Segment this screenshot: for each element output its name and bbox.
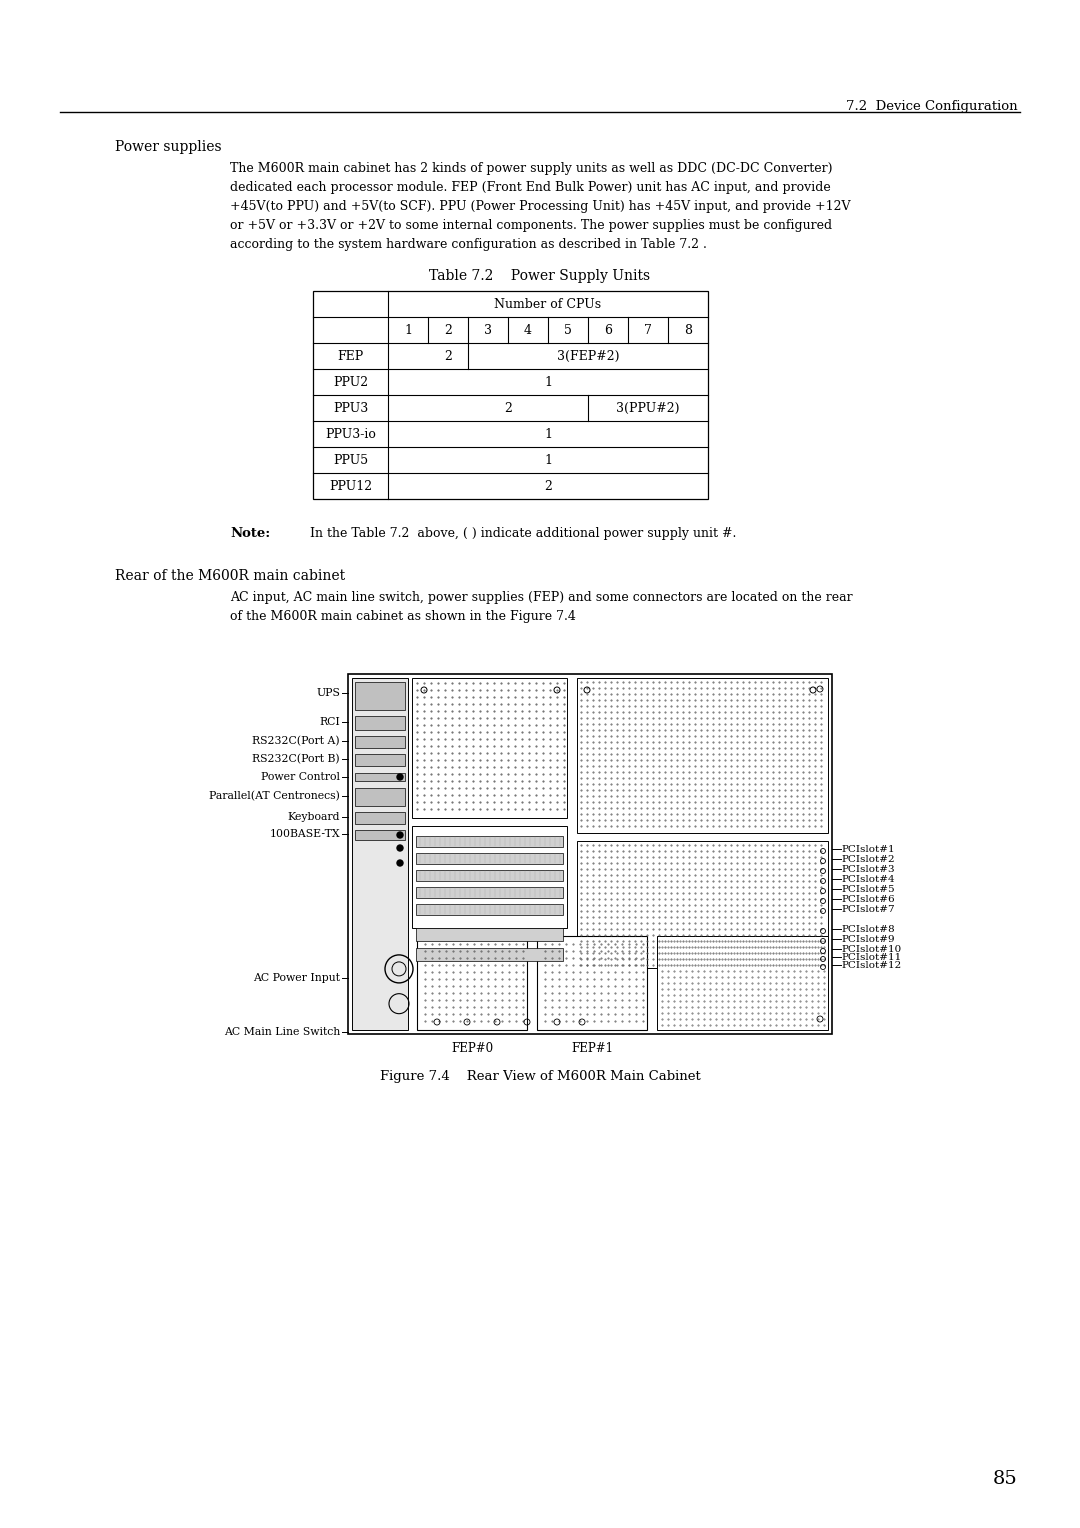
Text: or +5V or +3.3V or +2V to some internal components. The power supplies must be c: or +5V or +3.3V or +2V to some internal …: [230, 219, 832, 232]
Text: PCIslot#7: PCIslot#7: [841, 905, 894, 914]
Text: 7: 7: [644, 324, 652, 336]
Text: 100BASE-TX: 100BASE-TX: [269, 830, 340, 839]
Text: 1: 1: [544, 454, 552, 466]
Text: Keyboard: Keyboard: [287, 811, 340, 822]
Text: PCIslot#9: PCIslot#9: [841, 935, 894, 943]
Text: according to the system hardware configuration as described in Table 7.2 .: according to the system hardware configu…: [230, 238, 707, 251]
Circle shape: [397, 775, 403, 779]
Bar: [416, 947, 563, 961]
Circle shape: [397, 833, 403, 837]
Text: AC input, AC main line switch, power supplies (FEP) and some connectors are loca: AC input, AC main line switch, power sup…: [230, 591, 852, 604]
Text: PCIslot#2: PCIslot#2: [841, 854, 894, 863]
Text: Power supplies: Power supplies: [114, 141, 221, 154]
Bar: [416, 905, 563, 915]
Bar: [411, 827, 567, 927]
Bar: [577, 840, 828, 969]
Text: FEP#1: FEP#1: [571, 1042, 613, 1054]
Bar: [537, 937, 647, 1030]
Text: +45V(to PPU) and +5V(to SCF). PPU (Power Processing Unit) has +45V input, and pr: +45V(to PPU) and +5V(to SCF). PPU (Power…: [230, 200, 851, 212]
Bar: [313, 290, 708, 500]
Text: PPU2: PPU2: [333, 376, 368, 388]
Text: 85: 85: [994, 1470, 1018, 1488]
Text: Power Control: Power Control: [261, 772, 340, 782]
Text: 2: 2: [504, 402, 512, 414]
Text: PCIslot#4: PCIslot#4: [841, 874, 894, 883]
Bar: [416, 927, 563, 941]
Text: PCIslot#8: PCIslot#8: [841, 924, 894, 934]
Bar: [411, 678, 567, 817]
Bar: [416, 869, 563, 882]
Text: 2: 2: [444, 350, 451, 362]
Bar: [352, 678, 408, 1030]
Text: 7.2  Device Configuration: 7.2 Device Configuration: [847, 99, 1018, 113]
Text: PCIslot#1: PCIslot#1: [841, 845, 894, 854]
Text: PPU5: PPU5: [333, 454, 368, 466]
Bar: [355, 773, 405, 781]
Text: In the Table 7.2  above, ( ) indicate additional power supply unit #.: In the Table 7.2 above, ( ) indicate add…: [310, 527, 737, 539]
Text: 3(PPU#2): 3(PPU#2): [617, 402, 679, 414]
Bar: [348, 674, 832, 1034]
Text: Table 7.2    Power Supply Units: Table 7.2 Power Supply Units: [430, 269, 650, 283]
Bar: [355, 753, 405, 766]
Text: Figure 7.4    Rear View of M600R Main Cabinet: Figure 7.4 Rear View of M600R Main Cabin…: [380, 1070, 700, 1083]
Bar: [417, 937, 527, 1030]
Bar: [416, 853, 563, 863]
Text: RCI: RCI: [320, 717, 340, 727]
Bar: [657, 937, 828, 1030]
Text: 2: 2: [544, 480, 552, 492]
Bar: [355, 811, 405, 824]
Text: PPU3: PPU3: [333, 402, 368, 414]
Text: Rear of the M600R main cabinet: Rear of the M600R main cabinet: [114, 568, 346, 584]
Text: The M600R main cabinet has 2 kinds of power supply units as well as DDC (DC-DC C: The M600R main cabinet has 2 kinds of po…: [230, 162, 833, 176]
Bar: [355, 830, 405, 840]
Text: Note:: Note:: [230, 527, 270, 539]
Text: 3(FEP#2): 3(FEP#2): [557, 350, 619, 362]
Text: FEP: FEP: [337, 350, 364, 362]
Text: PCIslot#12: PCIslot#12: [841, 961, 901, 969]
Bar: [416, 886, 563, 898]
Text: 6: 6: [604, 324, 612, 336]
Text: Number of CPUs: Number of CPUs: [495, 298, 602, 310]
Text: 1: 1: [404, 324, 411, 336]
Text: FEP#0: FEP#0: [451, 1042, 494, 1054]
Text: PCIslot#11: PCIslot#11: [841, 952, 901, 961]
Text: of the M600R main cabinet as shown in the Figure 7.4: of the M600R main cabinet as shown in th…: [230, 610, 576, 623]
Text: RS232C(Port B): RS232C(Port B): [253, 753, 340, 764]
Text: PPU3-io: PPU3-io: [325, 428, 376, 440]
Text: AC Main Line Switch: AC Main Line Switch: [224, 1027, 340, 1038]
Circle shape: [397, 845, 403, 851]
Text: PCIslot#5: PCIslot#5: [841, 885, 894, 894]
Text: PCIslot#6: PCIslot#6: [841, 894, 894, 903]
Bar: [355, 736, 405, 749]
Text: 2: 2: [444, 324, 451, 336]
Text: PCIslot#3: PCIslot#3: [841, 865, 894, 874]
Text: 3: 3: [484, 324, 492, 336]
Text: 1: 1: [544, 376, 552, 388]
Text: 5: 5: [564, 324, 572, 336]
Text: Parallel(AT Centronecs): Parallel(AT Centronecs): [210, 792, 340, 801]
Circle shape: [397, 860, 403, 866]
Text: PCIslot#10: PCIslot#10: [841, 944, 901, 953]
Bar: [355, 788, 405, 805]
Text: 8: 8: [684, 324, 692, 336]
Text: RS232C(Port A): RS232C(Port A): [253, 736, 340, 746]
Bar: [355, 681, 405, 711]
Text: UPS: UPS: [316, 688, 340, 698]
Bar: [577, 678, 828, 833]
Text: 1: 1: [544, 428, 552, 440]
Bar: [416, 836, 563, 847]
Text: PPU12: PPU12: [329, 480, 373, 492]
Text: 4: 4: [524, 324, 532, 336]
Text: dedicated each processor module. FEP (Front End Bulk Power) unit has AC input, a: dedicated each processor module. FEP (Fr…: [230, 180, 831, 194]
Bar: [355, 717, 405, 730]
Text: AC Power Input: AC Power Input: [253, 973, 340, 983]
